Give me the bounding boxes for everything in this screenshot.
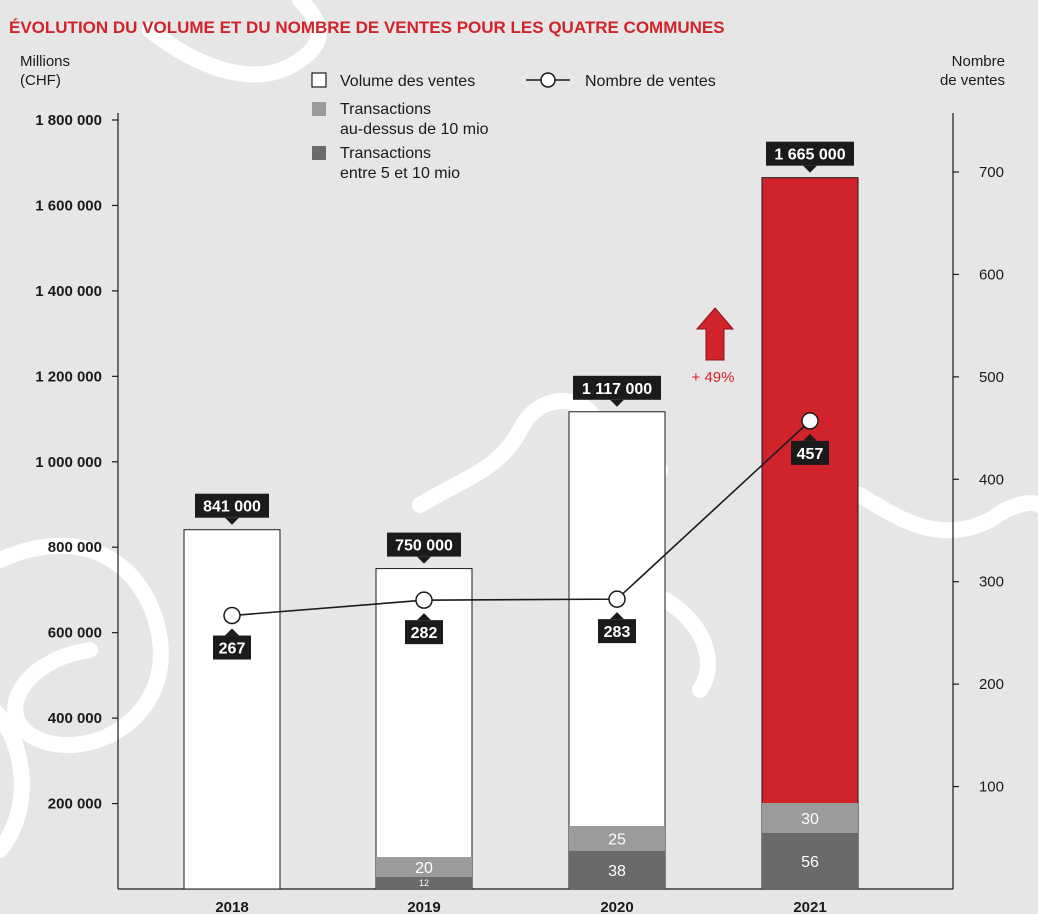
y-left-tick-label: 400 000: [48, 710, 102, 727]
y-left-tick-label: 1 800 000: [35, 112, 102, 129]
volume-bar: [761, 177, 859, 890]
segment-between5and10-label: 56: [801, 854, 819, 871]
y-left-tick-label: 1 400 000: [35, 283, 102, 300]
count-marker: [801, 412, 819, 430]
count-value-label-pointer: [610, 612, 624, 620]
legend-swatch-count-marker: [540, 72, 556, 88]
legend-label-count: Nombre de ventes: [585, 73, 716, 90]
segment-above10-label: 30: [801, 811, 819, 828]
y-left-ticks: 200 000 400 000 600 000 800 000 1 000 000 1 2…: [35, 112, 118, 813]
volume-value-label-text: 841 000: [203, 499, 261, 516]
legend-swatch-above10: [312, 102, 326, 116]
y-right-axis-label-line1: Nombre: [952, 53, 1005, 70]
segment-above10: [762, 803, 858, 833]
y-left-tick-label: 800 000: [48, 539, 102, 556]
y-left-tick-label: 1 000 000: [35, 454, 102, 471]
volume-value-label-text: 750 000: [395, 538, 453, 555]
count-marker: [608, 590, 626, 608]
volume-value-label-text: 1 665 000: [774, 147, 845, 164]
legend-label-between5and10-line1: Transactions: [340, 145, 431, 162]
y-left-tick-label: 200 000: [48, 796, 102, 813]
y-right-ticks: 100 200 300 400 500 600 700: [953, 164, 1004, 796]
count-line-series: [223, 412, 819, 625]
volume-value-label-box: [766, 141, 854, 166]
count-value-label-pointer: [225, 628, 239, 636]
y-left-tick-label: 600 000: [48, 625, 102, 642]
y-right-tick-label: 500: [979, 369, 1004, 386]
count-value-label-box: [213, 635, 251, 660]
volume-bar: [568, 411, 666, 890]
background-swirl: [0, 0, 1038, 858]
legend: Volume des ventes Nombre de ventes Trans…: [311, 72, 716, 182]
y-right-tick-label: 700: [979, 164, 1004, 181]
volume-value-label-pointer: [610, 399, 624, 407]
y-left-tick-label: 1 600 000: [35, 197, 102, 214]
count-value-label-pointer: [803, 433, 817, 441]
volume-value-label-pointer: [417, 556, 431, 564]
legend-label-volume: Volume des ventes: [340, 73, 475, 90]
x-tick-label: 2020: [600, 899, 633, 914]
x-tick-label: 2021: [793, 899, 826, 914]
x-tick-label: 2018: [215, 899, 248, 914]
segment-between5and10: [762, 833, 858, 889]
segment-between5and10-label: 38: [608, 863, 626, 880]
chart-title: ÉVOLUTION DU VOLUME ET DU NOMBRE DE VENT…: [9, 18, 725, 37]
count-value-label-box: [405, 620, 443, 645]
count-value-label-box: [791, 440, 829, 465]
count-line: [231, 420, 811, 617]
x-tick-label: 2019: [407, 899, 440, 914]
volume-value-label-pointer: [803, 165, 817, 173]
y-left-axis-label-line1: Millions: [20, 53, 70, 70]
count-value-label-box: [598, 619, 636, 644]
y-right-tick-label: 200: [979, 676, 1004, 693]
count-value-label-pointer: [417, 613, 431, 621]
legend-swatch-between5and10: [312, 146, 326, 160]
segment-above10: [569, 826, 665, 851]
volume-value-label-box: [387, 532, 461, 557]
volume-value-label-text: 1 117 000: [582, 381, 652, 398]
y-right-tick-label: 100: [979, 779, 1004, 796]
segment-between5and10-label: 12: [419, 878, 429, 888]
volume-value-label-box: [195, 493, 269, 518]
segment-above10-label: 25: [608, 832, 626, 849]
x-tick-labels: 2018 2019 2020 2021: [215, 899, 826, 914]
legend-swatch-volume: [311, 72, 327, 88]
count-value-label-text: 457: [797, 446, 824, 463]
y-left-axis-label-line2: (CHF): [20, 72, 61, 89]
count-value-label-text: 267: [219, 641, 246, 658]
volume-value-label-pointer: [225, 517, 239, 525]
segment-between5and10: [376, 877, 472, 889]
legend-label-between5and10-line2: entre 5 et 10 mio: [340, 165, 460, 182]
y-left-tick-label: 1 200 000: [35, 368, 102, 385]
volume-bar: [183, 529, 281, 890]
y-right-axis-label-line2: de ventes: [940, 72, 1005, 89]
count-value-label-text: 282: [411, 625, 438, 642]
increase-arrow-icon: [695, 307, 735, 361]
count-value-label-text: 283: [604, 624, 631, 641]
segment-above10: [376, 857, 472, 877]
segment-above10-label: 20: [415, 860, 433, 877]
volume-value-label-box: [573, 375, 661, 400]
legend-label-above10-line2: au-dessus de 10 mio: [340, 121, 489, 138]
increase-percentage: + 49%: [692, 369, 735, 386]
y-right-tick-label: 600: [979, 266, 1004, 283]
callouts: 841 000 750 000 1 117 000 1 665 000 267 282 28…: [195, 141, 854, 660]
y-right-tick-label: 400: [979, 471, 1004, 488]
y-right-tick-label: 300: [979, 574, 1004, 591]
segment-between5and10: [569, 851, 665, 889]
legend-label-above10-line1: Transactions: [340, 101, 431, 118]
count-marker: [415, 591, 433, 609]
count-marker: [223, 606, 241, 625]
